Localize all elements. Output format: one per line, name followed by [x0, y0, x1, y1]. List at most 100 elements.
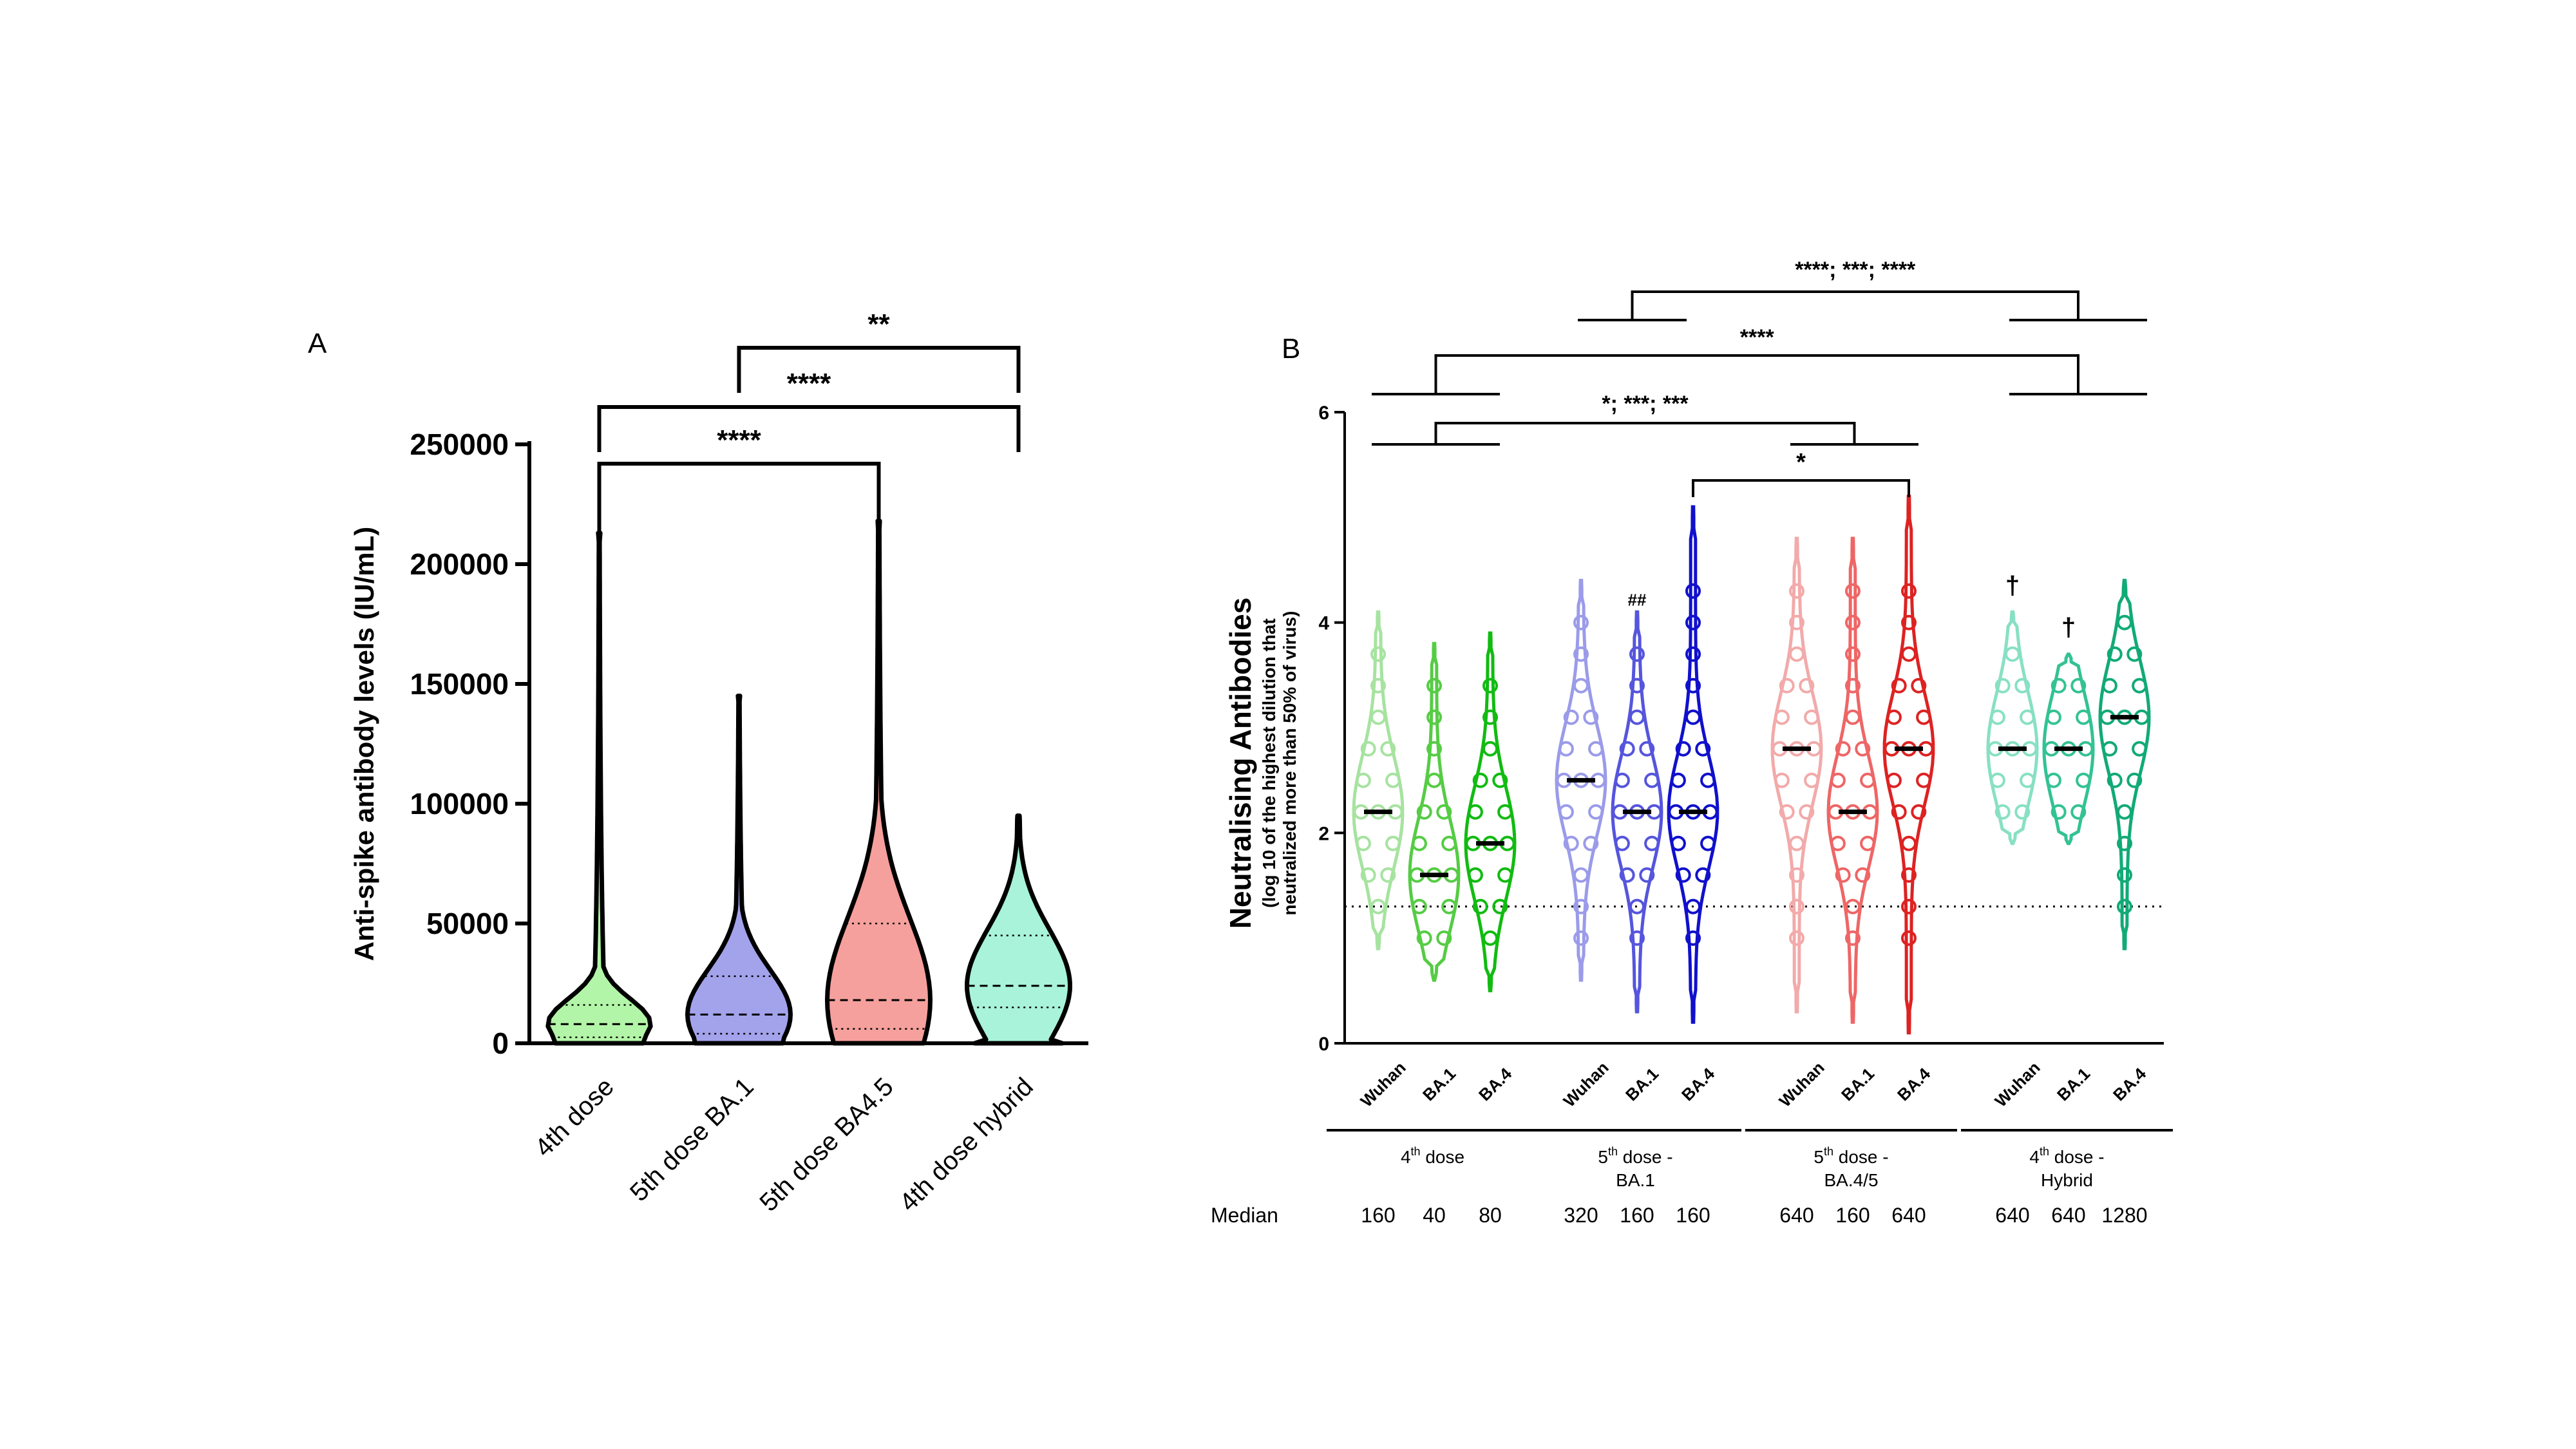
variant-label: BA.1 — [1837, 1064, 1878, 1104]
violin-b-2-0 — [1770, 536, 1823, 1014]
data-point — [1629, 677, 1645, 694]
data-point — [2132, 741, 2148, 757]
data-point — [1989, 709, 2005, 725]
data-point — [1370, 709, 1386, 725]
panel-b-median-values: 160 40 80 320 160 160 640 160 640 640 640 1280 — [1361, 1204, 2147, 1227]
median-value: 80 — [1479, 1204, 1502, 1227]
data-point — [2117, 804, 2132, 820]
data-point — [1426, 772, 1442, 788]
violin-b-1-1 — [1611, 610, 1663, 1014]
annotation-marker: ## — [1628, 590, 1647, 609]
data-point — [1670, 772, 1686, 788]
data-point — [1558, 741, 1574, 757]
data-point — [1860, 835, 1876, 851]
data-point — [1779, 677, 1795, 694]
data-point — [1614, 835, 1630, 851]
data-point — [1573, 898, 1589, 914]
data-point — [1779, 804, 1795, 820]
data-point — [1482, 709, 1498, 725]
data-point — [1380, 741, 1396, 757]
group-label-line2: BA.1 — [1616, 1170, 1655, 1190]
category-label: 4th dose — [529, 1072, 620, 1162]
panel-a-ytick-label: 50000 — [426, 907, 509, 940]
data-point — [1804, 709, 1820, 725]
panel-a-significance: ********** — [597, 308, 1021, 531]
data-point — [1482, 741, 1498, 757]
data-point — [1886, 709, 1902, 725]
group-label: 4th dose - — [2029, 1145, 2104, 1167]
data-point — [1789, 614, 1804, 630]
significance-label: **** — [787, 368, 831, 399]
data-point — [2107, 772, 2123, 788]
violin-b-3-2 — [2098, 578, 2151, 951]
panel-b-label: B — [1282, 333, 1300, 365]
violin-0 — [545, 531, 653, 1046]
violin-3 — [965, 813, 1072, 1046]
data-point — [1436, 804, 1452, 820]
data-point — [1426, 741, 1442, 757]
data-point — [1573, 677, 1589, 694]
violin-b-2-2 — [1882, 495, 1935, 1035]
data-point — [2070, 677, 2087, 694]
data-point — [1799, 677, 1815, 694]
median-value: 160 — [1620, 1204, 1654, 1227]
group-label: 5th dose - — [1598, 1145, 1672, 1167]
variant-label: BA.1 — [1419, 1064, 1459, 1104]
data-point — [1416, 930, 1432, 946]
data-point — [1901, 898, 1917, 914]
data-point — [1891, 804, 1907, 820]
median-value: 320 — [1564, 1204, 1598, 1227]
median-value: 40 — [1423, 1204, 1446, 1227]
data-point — [1573, 646, 1589, 662]
panel-a-ylabel: Anti-spike antibody levels (IU/mL) — [349, 527, 379, 961]
data-point — [2107, 646, 2123, 662]
data-point — [1629, 709, 1645, 725]
violin-b-2-1 — [1826, 536, 1879, 1024]
data-point — [2117, 898, 2132, 914]
data-point — [1558, 804, 1574, 820]
data-point — [1845, 646, 1861, 662]
data-point — [1845, 709, 1861, 725]
panel-b-axes — [1334, 411, 2164, 1045]
data-point — [1370, 677, 1386, 694]
significance-bracket — [1372, 354, 2147, 395]
data-point — [1994, 804, 2011, 820]
data-point — [1774, 772, 1790, 788]
variant-label: BA.4 — [1893, 1064, 1934, 1104]
data-point — [2050, 677, 2067, 694]
data-point — [1989, 772, 2005, 788]
data-point — [1411, 835, 1427, 851]
data-point — [1901, 867, 1917, 883]
significance-label: * — [1796, 449, 1806, 476]
data-point — [1789, 898, 1804, 914]
data-point — [1619, 741, 1635, 757]
data-point — [1467, 867, 1483, 883]
data-point — [1675, 741, 1691, 757]
panel-b-violins: ## † † — [1352, 495, 2151, 1035]
data-point — [1901, 835, 1917, 851]
violin-b-0-0 — [1352, 610, 1405, 951]
significance-bracket — [1372, 422, 1918, 446]
data-point — [2117, 835, 2132, 851]
violin-2 — [825, 518, 933, 1046]
data-point — [1497, 804, 1513, 820]
data-point — [1789, 583, 1804, 599]
data-point — [2020, 772, 2036, 788]
data-point — [2132, 677, 2148, 694]
data-point — [1360, 741, 1376, 757]
panel-b: B Neutralising Antibodies (log 10 of the… — [1211, 258, 2173, 1227]
data-point — [1370, 646, 1386, 662]
data-point — [1994, 677, 2011, 694]
category-label: 4th dose hybrid — [894, 1072, 1039, 1217]
data-point — [1901, 583, 1917, 599]
data-point — [1830, 772, 1846, 788]
data-point — [1901, 930, 1917, 946]
data-point — [1629, 646, 1645, 662]
category-label: 5th dose BA.1 — [625, 1072, 759, 1207]
data-point — [1629, 930, 1645, 946]
data-point — [1845, 898, 1861, 914]
variant-label: Wuhan — [1991, 1058, 2044, 1111]
variant-label: BA.1 — [2053, 1064, 2094, 1104]
